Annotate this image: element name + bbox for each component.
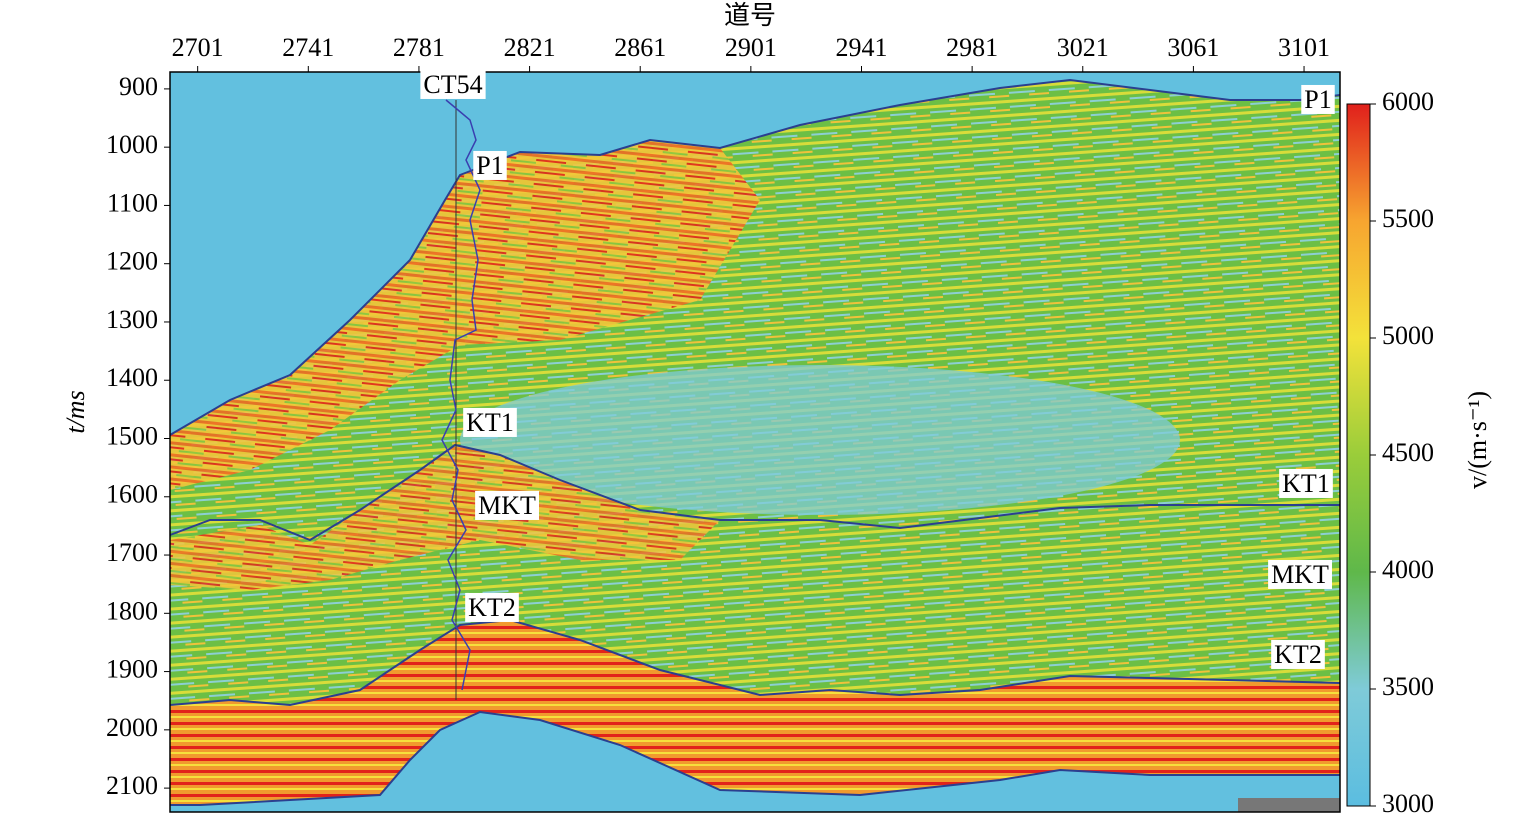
- annotation: MKT: [1271, 560, 1329, 589]
- y-tick-label: 900: [119, 72, 158, 101]
- annotation-box: [463, 407, 517, 437]
- x-axis-label: 道号: [724, 1, 776, 30]
- annotation-box: [475, 490, 540, 520]
- annotation-box: [1301, 84, 1335, 114]
- lower-unit: [170, 620, 1340, 805]
- colorbar-tick-label: 4000: [1382, 555, 1434, 584]
- middle-high-velocity: [170, 445, 720, 590]
- annotation-box: [1268, 559, 1333, 589]
- annotation: MKT: [478, 491, 536, 520]
- x-tick-label: 3061: [1167, 33, 1219, 62]
- annotation-box: [1271, 639, 1325, 669]
- colorbar-tick-label: 5500: [1382, 204, 1434, 233]
- y-tick-label: 1200: [106, 247, 158, 276]
- y-tick-label: 1100: [107, 188, 158, 217]
- annotation: P1: [1304, 85, 1331, 114]
- horizon-kt1: [169, 443, 1340, 542]
- plot-frame: [169, 71, 1341, 813]
- x-tick-label: 2981: [946, 33, 998, 62]
- colorbar-tick-label: 6000: [1382, 87, 1434, 116]
- low-velocity-zone: [460, 365, 1180, 515]
- horizon-p1: [169, 78, 1341, 436]
- annotation-box: [473, 150, 507, 180]
- x-tick-label: 2821: [504, 33, 556, 62]
- y-tick-label: 1600: [106, 480, 158, 509]
- annotation-box: [1279, 468, 1333, 498]
- y-tick-label: 1500: [106, 421, 158, 450]
- y-tick-label: 1000: [106, 130, 158, 159]
- y-tick-label: 1700: [106, 538, 158, 567]
- horizon-base: [170, 710, 1340, 806]
- annotation: KT2: [1274, 640, 1322, 669]
- y-tick-label: 1800: [106, 596, 158, 625]
- y-tick-label: 1400: [106, 363, 158, 392]
- annotation: KT1: [1282, 469, 1330, 498]
- x-tick-label: 3021: [1057, 33, 1109, 62]
- y-tick-label: 1900: [106, 655, 158, 684]
- colorbar-label: v/(m·s⁻¹): [1463, 391, 1492, 489]
- y-tick-label: 2100: [106, 771, 158, 800]
- y-axis-label: t/ms: [61, 390, 90, 433]
- no-data-patch: [1238, 798, 1340, 812]
- x-tick-label: 2741: [282, 33, 334, 62]
- x-tick-label: 3101: [1278, 33, 1330, 62]
- colorbar-tick-label: 3500: [1382, 672, 1434, 701]
- annotation: KT2: [468, 593, 516, 622]
- horizon-kt2: [169, 618, 1341, 707]
- x-tick-label: 2941: [835, 33, 887, 62]
- colorbar: [1346, 103, 1371, 807]
- y-tick-label: 2000: [106, 713, 158, 742]
- colorbar-tick-label: 4500: [1382, 438, 1434, 467]
- annotation: CT54: [423, 70, 482, 99]
- colorbar-tick-label: 5000: [1382, 321, 1434, 350]
- x-tick-label: 2781: [393, 33, 445, 62]
- annotation-box: [420, 69, 486, 99]
- y-tick-label: 1300: [106, 305, 158, 334]
- x-tick-label: 2901: [725, 33, 777, 62]
- x-tick-label: 2861: [614, 33, 666, 62]
- colorbar-tick-label: 3000: [1382, 789, 1434, 818]
- annotation: P1: [476, 151, 503, 180]
- section-image: [169, 72, 1341, 812]
- well-log: [441, 99, 481, 691]
- upper-high-velocity: [170, 140, 760, 490]
- annotation-box: [465, 592, 519, 622]
- x-tick-label: 2701: [172, 33, 224, 62]
- annotation: KT1: [466, 408, 514, 437]
